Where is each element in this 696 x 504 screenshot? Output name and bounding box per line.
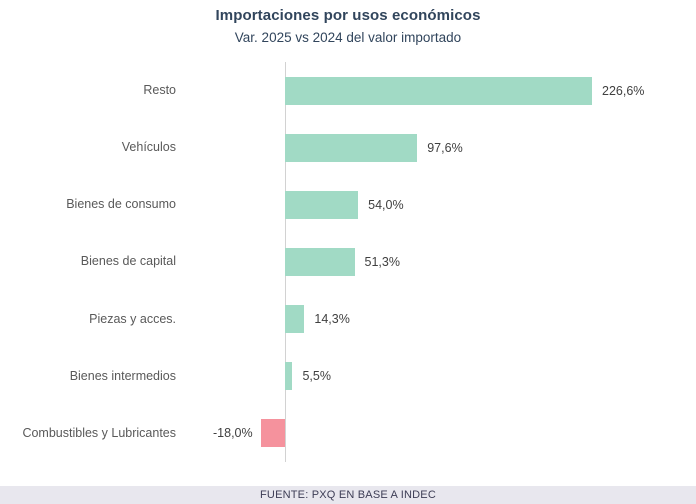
plot-zone: 54,0%	[176, 176, 696, 233]
chart-title: Importaciones por usos económicos	[215, 7, 481, 24]
positive-bar	[285, 133, 418, 162]
category-label: Bienes de consumo	[66, 197, 176, 212]
plot-zone: -18,0%	[176, 405, 696, 462]
category-label: Combustibles y Lubricantes	[22, 425, 176, 440]
value-label: -18,0%	[213, 426, 253, 441]
value-label: 14,3%	[314, 312, 350, 327]
bar-row: Resto 226,6%	[0, 62, 696, 119]
chart-subtitle: Var. 2025 vs 2024 del valor importado	[234, 30, 462, 45]
category-label: Vehículos	[121, 140, 176, 155]
positive-bar	[285, 76, 593, 105]
source-footer: FUENTE: PXQ EN BASE A INDEC	[0, 486, 696, 504]
category-label: Resto	[143, 83, 176, 98]
category-label: Piezas y acces.	[89, 311, 176, 326]
value-label: 54,0%	[368, 197, 404, 212]
plot-zone: 14,3%	[176, 291, 696, 348]
positive-bar	[285, 305, 305, 334]
bar-row: Bienes de consumo 54,0%	[0, 176, 696, 233]
plot-zone: 51,3%	[176, 233, 696, 290]
value-label: 97,6%	[427, 140, 463, 155]
bar-chart: Resto 226,6% Vehículos 97,6% Bienes de consu…	[0, 62, 696, 462]
positive-bar	[285, 362, 293, 391]
source-text: FUENTE: PXQ EN BASE A INDEC	[260, 489, 436, 501]
bar-row: Vehículos 97,6%	[0, 119, 696, 176]
bar-row: Combustibles y Lubricantes -18,0%	[0, 405, 696, 462]
chart-header: Importaciones por usos económicos Var. 2…	[0, 4, 696, 48]
positive-bar	[285, 247, 355, 276]
plot-zone: 5,5%	[176, 348, 696, 405]
negative-bar	[260, 419, 285, 448]
plot-zone: 226,6%	[176, 62, 696, 119]
plot-zone: 97,6%	[176, 119, 696, 176]
value-label: 226,6%	[602, 83, 645, 98]
positive-bar	[285, 190, 359, 219]
category-label: Bienes intermedios	[69, 368, 176, 383]
bar-row: Bienes de capital 51,3%	[0, 233, 696, 290]
value-label: 5,5%	[302, 369, 331, 384]
bar-row: Bienes intermedios 5,5%	[0, 348, 696, 405]
bar-row: Piezas y acces. 14,3%	[0, 291, 696, 348]
value-label: 51,3%	[364, 254, 400, 269]
category-label: Bienes de capital	[80, 254, 176, 269]
